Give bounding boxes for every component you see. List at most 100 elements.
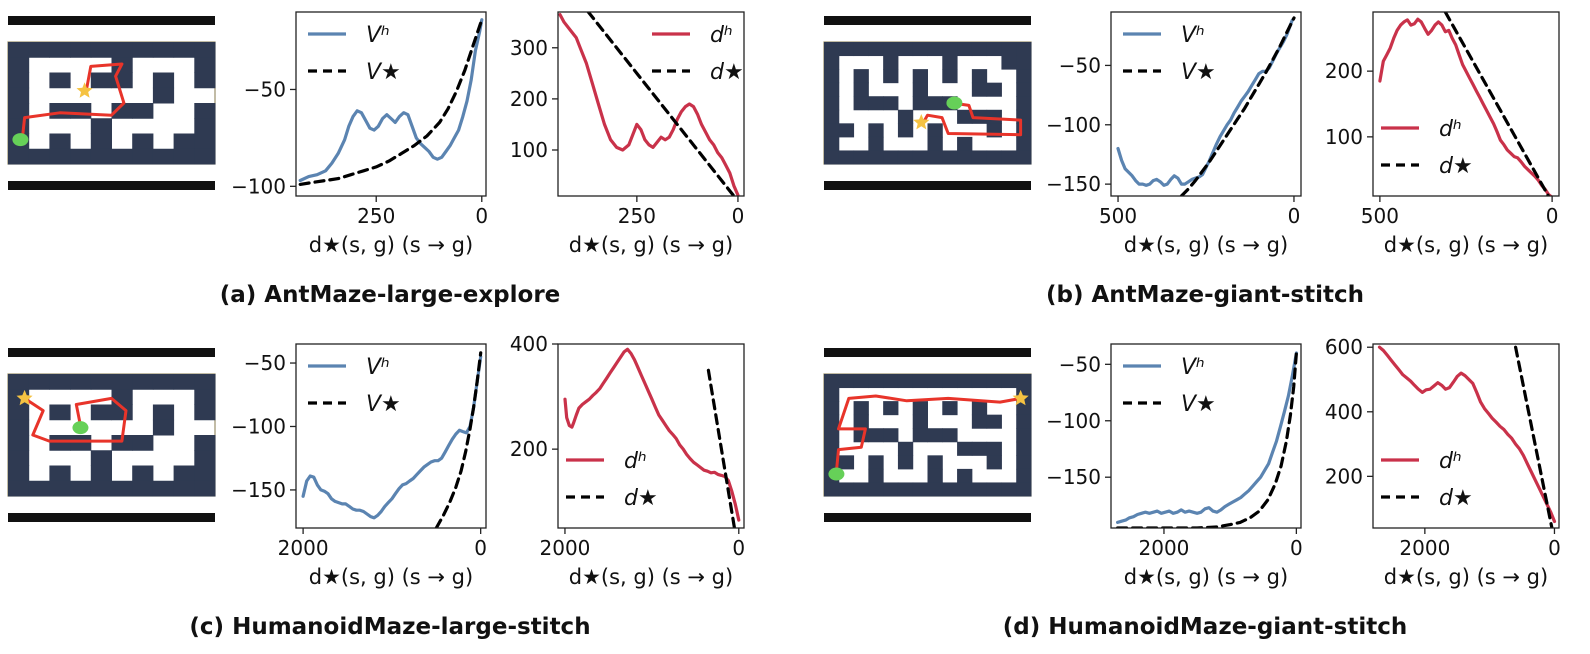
x-tick-label: 0: [475, 204, 488, 228]
y-tick-label: 100: [1325, 125, 1363, 149]
maze-wall: [28, 480, 50, 497]
maze-wall: [49, 133, 71, 150]
maze-wall: [838, 123, 855, 138]
goal-star-icon: [16, 389, 33, 406]
maze-top-bar: [8, 348, 215, 357]
series-line-optimal: [1179, 16, 1296, 196]
x-tick-label: 500: [1099, 204, 1137, 228]
maze-wall: [28, 148, 50, 165]
trajectory-path: [21, 62, 126, 138]
y-tick-label: −100: [1046, 409, 1101, 433]
maze-wall: [1001, 374, 1017, 389]
maze-wall: [971, 42, 988, 57]
series-line-distance: [563, 347, 741, 522]
y-tick-label: 200: [1325, 464, 1363, 488]
plot-frame: [557, 11, 745, 197]
maze-wall: [8, 57, 30, 73]
y-tick-label: 200: [510, 87, 548, 111]
maze-wall: [912, 150, 928, 165]
series-line-optimal: [1443, 12, 1551, 196]
maze-wall: [90, 465, 112, 482]
maze-wall: [942, 482, 958, 497]
plot-frame: [1372, 11, 1560, 197]
maze-wall: [824, 42, 840, 57]
plot-frame: [1110, 343, 1302, 529]
maze-wall: [111, 374, 133, 390]
maze-wall: [49, 148, 71, 165]
series-line-optimal: [298, 18, 484, 186]
maze-wall: [70, 148, 92, 165]
y-tick-label: 300: [510, 36, 548, 60]
legend-label: V★: [366, 392, 401, 417]
maze-wall: [957, 482, 973, 497]
goal-star-icon: [913, 114, 930, 130]
goal-star-icon: [76, 82, 93, 98]
maze-wall: [897, 123, 914, 138]
y-tick-label: −150: [1046, 172, 1101, 196]
chart-b-distance: 500 0 200 100 d★(s, g) (s → g) dʰ d★: [1325, 11, 1560, 257]
x-tick-label: 0: [1288, 204, 1301, 228]
y-tick-label: 400: [1325, 400, 1363, 424]
maze-wall: [70, 374, 92, 390]
series-line-optimal: [706, 368, 737, 528]
maze-wall: [90, 133, 112, 150]
maze-wall: [90, 450, 112, 466]
maze-wall: [927, 455, 943, 470]
maze-bottom-bar: [824, 181, 1031, 190]
maze-wall: [942, 150, 958, 165]
maze-wall: [986, 455, 1002, 470]
maze-wall: [194, 72, 216, 89]
maze-wall: [8, 419, 30, 436]
maze-image-b: [823, 16, 1032, 190]
maze-wall: [853, 42, 869, 57]
maze-wall: [897, 455, 914, 470]
maze-wall: [1016, 136, 1032, 151]
maze-wall: [70, 480, 92, 497]
maze-wall: [971, 441, 988, 456]
maze-wall: [152, 374, 175, 390]
maze-wall: [957, 468, 973, 483]
maze-wall: [1001, 55, 1017, 70]
maze-wall: [883, 42, 899, 57]
y-tick-label: −50: [244, 351, 286, 375]
maze-wall: [927, 468, 943, 483]
x-axis-label: d★(s, g) (s → g): [309, 233, 473, 257]
maze-wall: [49, 480, 71, 497]
maze-wall: [971, 482, 988, 497]
maze-wall: [897, 150, 914, 165]
maze-wall: [971, 69, 988, 84]
maze-wall: [838, 150, 855, 165]
maze-wall: [824, 428, 840, 443]
maze-wall: [1001, 42, 1017, 57]
maze-wall: [824, 374, 840, 389]
maze-wall: [173, 374, 195, 390]
maze-wall: [194, 148, 216, 165]
plot-frame: [1110, 11, 1302, 197]
y-tick-label: −150: [231, 478, 286, 502]
maze-wall: [824, 109, 840, 124]
series-line-optimal: [434, 351, 483, 528]
maze-wall: [194, 480, 216, 497]
maze-wall: [912, 82, 928, 97]
maze-wall: [111, 103, 133, 119]
maze-wall: [49, 72, 71, 89]
x-axis-label: d★(s, g) (s → g): [309, 565, 473, 589]
maze-wall: [111, 42, 133, 58]
maze-wall: [8, 465, 30, 482]
maze-wall: [824, 123, 840, 138]
maze-wall: [912, 96, 928, 111]
maze-wall: [824, 82, 840, 97]
maze-wall: [897, 374, 914, 389]
maze-wall: [838, 482, 855, 497]
maze-wall: [824, 414, 840, 429]
maze-wall: [8, 374, 30, 390]
maze-wall: [194, 374, 216, 390]
maze-wall: [824, 401, 840, 416]
x-axis-label: d★(s, g) (s → g): [1384, 565, 1548, 589]
maze-wall: [853, 69, 869, 84]
maze-wall: [986, 374, 1002, 389]
maze-wall: [868, 96, 884, 111]
maze-wall: [942, 42, 958, 57]
chart-d-distance: 2000 0 600 400 200 d★(s, g) (s → g) dʰ d★: [1325, 335, 1561, 589]
